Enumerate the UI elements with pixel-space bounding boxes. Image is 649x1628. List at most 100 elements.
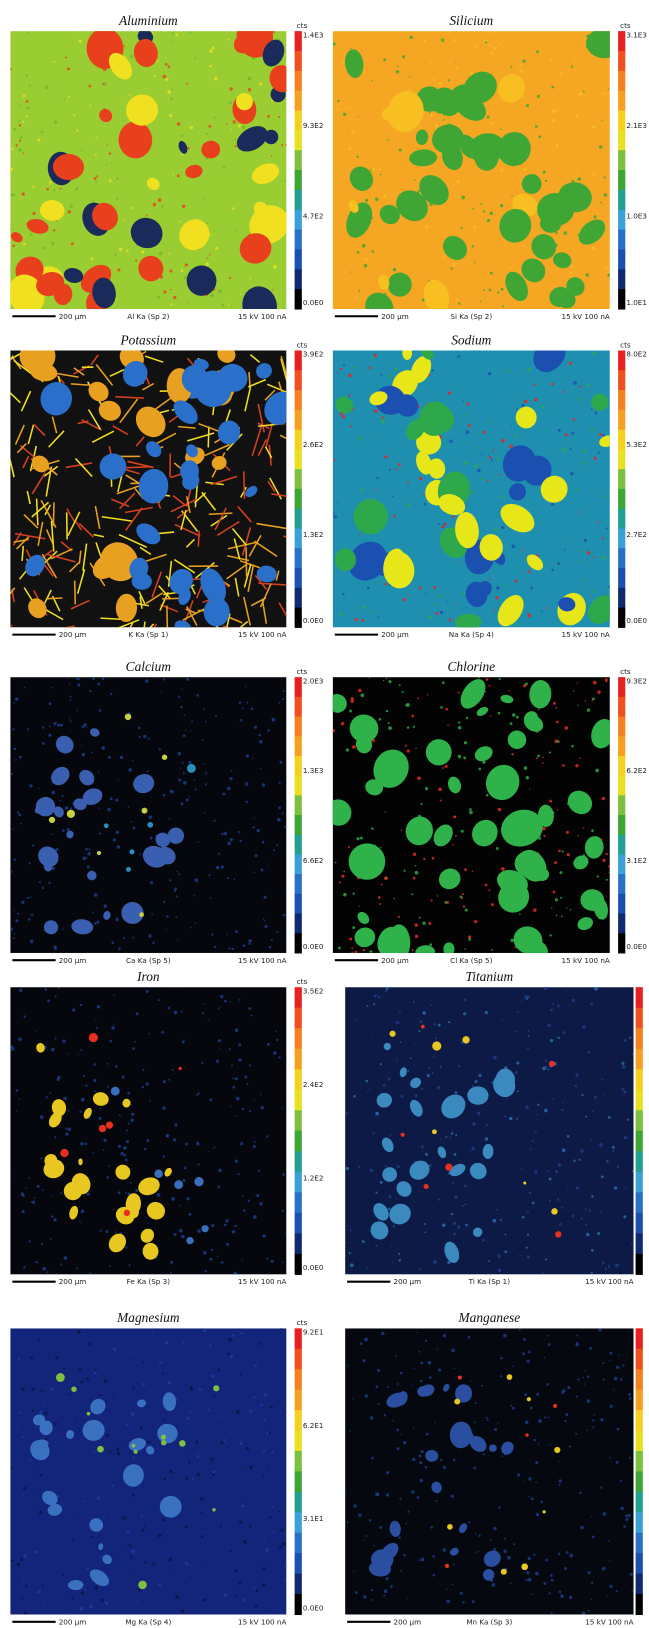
scale-segment	[618, 90, 626, 112]
map-speck	[187, 146, 190, 150]
map-speck	[585, 1115, 588, 1118]
map-speck	[171, 88, 174, 91]
map-speck	[13, 858, 17, 861]
map-speck	[217, 1415, 220, 1418]
map-speck	[591, 1195, 594, 1198]
map-speck	[358, 1513, 362, 1517]
map-speck	[359, 1342, 363, 1346]
map-speck	[414, 864, 417, 867]
map-streak	[14, 424, 25, 445]
map-grain	[469, 1162, 487, 1180]
map-speck	[504, 1115, 507, 1118]
map-speck	[115, 830, 120, 835]
map-speck	[601, 1078, 604, 1081]
map-speck	[536, 1392, 540, 1396]
map-streak	[126, 621, 134, 628]
map-speck	[550, 1578, 554, 1582]
map-speck	[246, 1083, 249, 1086]
map-speck	[108, 152, 112, 155]
map-speck	[561, 1391, 565, 1394]
map-grain	[488, 1444, 497, 1452]
map-grain	[389, 1520, 401, 1537]
map-speck	[48, 180, 52, 184]
map-speck	[225, 1242, 230, 1246]
map-speck	[224, 1593, 228, 1598]
scale-segment	[294, 1553, 302, 1575]
map-speck	[12, 937, 15, 940]
map-speck	[534, 397, 538, 402]
map-streak	[65, 512, 68, 540]
map-speck	[467, 935, 472, 939]
map-speck	[233, 878, 236, 881]
map-grain	[353, 499, 388, 535]
map-speck	[222, 165, 226, 169]
map-grain	[591, 393, 609, 411]
map-speck	[236, 1410, 240, 1414]
map-speck	[94, 153, 97, 156]
map-speck	[522, 684, 527, 688]
map-speck	[419, 126, 422, 129]
map-speck	[511, 1406, 515, 1410]
map-speck	[181, 153, 184, 156]
map-speck	[51, 833, 53, 835]
map-speck	[543, 1582, 547, 1585]
map-hotspot	[389, 1030, 396, 1037]
map-grain	[501, 809, 543, 847]
map-speck	[504, 1537, 507, 1540]
map-speck	[222, 792, 226, 796]
map-speck	[23, 1015, 26, 1018]
map-speck	[365, 1534, 368, 1537]
map-grain	[200, 568, 227, 604]
map-speck	[162, 1080, 166, 1084]
map-speck	[234, 1028, 239, 1032]
map-speck	[371, 356, 374, 360]
map-grain	[505, 271, 528, 302]
map-streak	[216, 520, 240, 537]
map-speck	[83, 1075, 86, 1078]
scale-segment	[635, 1048, 643, 1070]
map-speck	[463, 1184, 467, 1188]
map-speck	[400, 1094, 404, 1098]
map-speck	[452, 285, 455, 288]
map-speck	[519, 913, 521, 915]
map-grain	[455, 1384, 473, 1403]
map-speck	[68, 1053, 70, 1055]
map-speck	[461, 195, 466, 200]
map-speck	[524, 1420, 529, 1424]
map-grain	[140, 1228, 155, 1243]
map-grain	[377, 926, 400, 953]
map-speck	[533, 383, 536, 387]
map-grain	[599, 435, 610, 448]
map-speck	[391, 1261, 394, 1263]
scale-unit: cts	[297, 21, 308, 30]
map-grain	[540, 475, 568, 503]
map-grain	[10, 232, 23, 243]
map-speck	[356, 251, 360, 254]
scale-segment	[618, 528, 626, 549]
map-speck	[425, 225, 429, 229]
scale-segment	[618, 469, 626, 490]
panel-title: Potassium	[119, 332, 176, 347]
map-speck	[132, 1047, 135, 1051]
map-speck	[267, 114, 271, 118]
map-grain	[531, 234, 557, 260]
map-speck	[628, 1397, 632, 1400]
map-speck	[41, 886, 45, 890]
map-speck	[418, 1350, 421, 1353]
map-speck	[510, 66, 513, 69]
scale-segment	[618, 815, 626, 836]
map-speck	[591, 1535, 595, 1539]
map-speck	[483, 210, 486, 213]
scale-bar-label: 200 µm	[381, 956, 409, 965]
map-speck	[69, 807, 73, 810]
scale-segment	[294, 1151, 302, 1173]
map-grain	[88, 381, 109, 402]
map-speck	[167, 65, 171, 69]
map-speck	[30, 913, 34, 917]
map-speck	[10, 870, 13, 873]
scale-label: 3.1E3	[626, 30, 647, 39]
map-speck	[515, 1117, 519, 1121]
map-speck	[589, 172, 592, 174]
map-speck	[454, 834, 457, 837]
map-speck	[573, 537, 575, 539]
